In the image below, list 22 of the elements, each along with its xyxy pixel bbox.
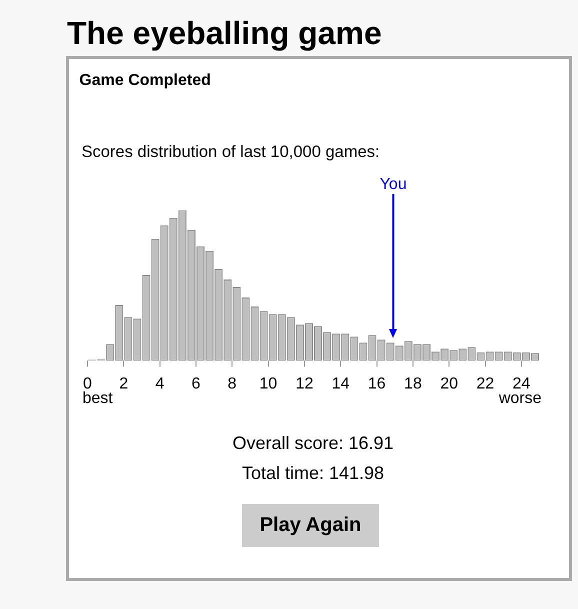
x-tick-label: 24 [512,376,530,393]
button[interactable]: Play Again [242,504,380,547]
x-tick-label: 22 [476,376,494,393]
x-tick-label: 20 [440,376,458,393]
chart-subtitle: Game Completed [79,71,211,90]
x-tick-label: 8 [228,376,237,393]
text: Scores distribution of last 10,000 games: [82,142,380,162]
x-tick-label: 10 [259,376,278,393]
x-tick-label: 6 [192,376,201,393]
x-tick-label: 14 [332,376,350,393]
text: Total time: 141.98 [240,462,386,484]
x-tick-label: 16 [368,376,386,393]
x-tick-label: 2 [119,376,128,393]
x-tick-label: 4 [155,376,164,393]
ref-line-label: You [380,176,407,193]
chart-title: The eyeballing game [67,14,382,52]
x-tick-label: 12 [296,376,314,393]
text: best [82,390,114,407]
x-tick-label: 0 [83,376,92,393]
x-tick-label: 18 [404,376,422,393]
text: worse [498,390,542,407]
text: Overall score: 16.91 [231,432,395,454]
